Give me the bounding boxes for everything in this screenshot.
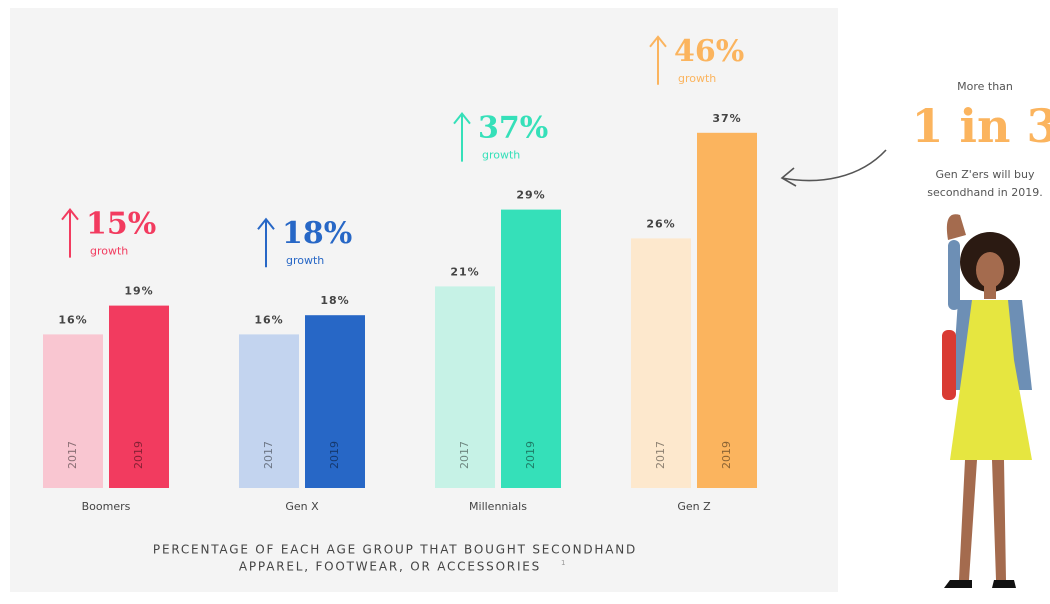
footnote: 1 (561, 559, 565, 567)
value-label: 29% (516, 189, 545, 202)
year-label: 2017 (458, 441, 471, 469)
bar (239, 334, 299, 488)
year-label: 2017 (654, 441, 667, 469)
callout-lead: More than (957, 80, 1013, 93)
year-label: 2017 (66, 441, 79, 469)
bar (501, 209, 561, 488)
x-tick-label: Boomers (82, 500, 131, 513)
year-label: 2019 (720, 441, 733, 469)
callout-line: secondhand in 2019. (927, 186, 1042, 199)
bar (305, 315, 365, 488)
growth-label: 37% (478, 111, 548, 146)
bag (942, 330, 956, 400)
growth-word: growth (678, 72, 716, 85)
person-illustration (942, 214, 1032, 588)
bar (109, 305, 169, 488)
neck (984, 285, 996, 299)
x-tick-label: Gen Z (677, 500, 711, 513)
value-label: 16% (58, 313, 87, 326)
dress (950, 300, 1032, 460)
growth-arrow (649, 35, 667, 85)
sleeve (948, 240, 960, 310)
year-label: 2019 (328, 441, 341, 469)
bar (697, 132, 757, 489)
growth-arrow (61, 207, 79, 258)
bar (435, 286, 495, 488)
growth-arrow (453, 111, 471, 162)
value-label: 19% (124, 285, 153, 298)
value-label: 16% (254, 313, 283, 326)
growth-word: growth (90, 245, 128, 258)
value-label: 18% (320, 294, 349, 307)
chart-title: APPAREL, FOOTWEAR, OR ACCESSORIES (239, 560, 541, 574)
value-label: 21% (450, 265, 479, 278)
legs (959, 460, 1006, 580)
callout-headline: 1 in 3 (912, 99, 1050, 153)
x-tick-label: Millennials (469, 500, 527, 513)
year-label: 2019 (132, 441, 145, 469)
callout-line: Gen Z'ers will buy (936, 168, 1035, 181)
growth-label: 15% (86, 207, 156, 242)
face (976, 252, 1004, 288)
year-label: 2019 (524, 441, 537, 469)
value-label: 26% (646, 217, 675, 230)
growth-arrow (257, 217, 275, 268)
bar (43, 334, 103, 488)
arm (946, 214, 966, 240)
year-label: 2017 (262, 441, 275, 469)
growth-word: growth (482, 149, 520, 162)
callout-arrow (780, 149, 887, 187)
chart-title: PERCENTAGE OF EACH AGE GROUP THAT BOUGHT… (153, 543, 637, 557)
growth-label: 18% (282, 216, 352, 251)
value-label: 37% (712, 112, 741, 125)
x-tick-label: Gen X (285, 500, 319, 513)
bar (631, 238, 691, 488)
shoes (944, 580, 1016, 588)
growth-label: 46% (674, 34, 744, 69)
growth-word: growth (286, 254, 324, 267)
